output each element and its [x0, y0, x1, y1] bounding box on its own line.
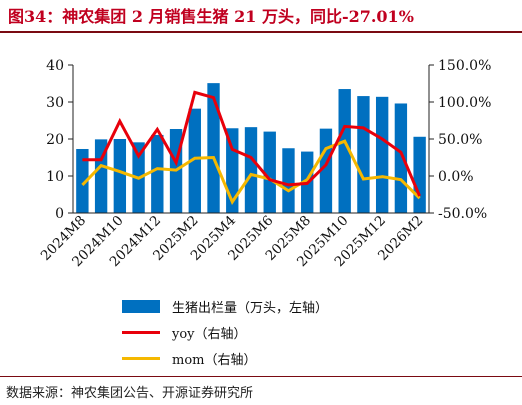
legend-label-yoy: yoy（右轴）	[172, 326, 247, 342]
right-tick-label: 150.0%	[438, 58, 491, 74]
bar-2024M10	[113, 139, 127, 213]
left-tick-label: 0	[55, 206, 64, 222]
yoy-line	[82, 90, 421, 197]
chart-title: 图34：神农集团 2 月销售生猪 21 万头，同比-27.01%	[8, 7, 414, 26]
legend-swatch-mom	[122, 356, 160, 360]
bar-2024M12	[151, 134, 164, 213]
right-tick-label: 50.0%	[438, 132, 482, 148]
bar-2025M12	[375, 96, 389, 213]
legend-label-mom: mom（右轴）	[172, 352, 257, 368]
bar-2025M6	[263, 131, 276, 213]
bar-2025M9	[319, 128, 333, 213]
bar-2025M10	[338, 89, 351, 213]
legend-item-mom: mom（右轴）	[122, 345, 328, 371]
source-divider	[0, 376, 522, 377]
legend: 生猪出栏量（万头，左轴） yoy（右轴） mom（右轴）	[122, 293, 328, 371]
left-tick-label: 40	[46, 58, 64, 74]
bar-2026M1	[394, 103, 408, 213]
legend-swatch-yoy	[122, 330, 160, 334]
legend-item-yoy: yoy（右轴）	[122, 319, 328, 345]
bar-2026M2	[413, 136, 426, 213]
bar-series	[76, 83, 426, 213]
right-tick-label: 100.0%	[438, 95, 491, 111]
legend-item-volume: 生猪出栏量（万头，左轴）	[122, 293, 328, 319]
title-divider	[0, 31, 522, 33]
left-tick-label: 20	[46, 132, 64, 148]
tick-labels: 010203040-50.0%0.0%50.0%100.0%150.0%2024…	[38, 58, 492, 270]
legend-swatch-volume	[122, 299, 160, 313]
bar-2025M7	[282, 148, 295, 213]
bar-2025M5	[244, 127, 258, 213]
right-tick-label: -50.0%	[438, 206, 487, 222]
bar-2025M2	[188, 108, 201, 213]
left-tick-label: 30	[46, 95, 64, 111]
right-tick-label: 0.0%	[438, 169, 474, 185]
legend-label-volume: 生猪出栏量（万头，左轴）	[172, 300, 329, 316]
axes	[68, 64, 434, 214]
source-note: 数据来源：神农集团公告、开源证券研究所	[6, 386, 254, 401]
bar-2024M8	[76, 148, 89, 213]
bar-2025M3	[207, 83, 220, 213]
bar-2024M9	[94, 139, 108, 213]
left-tick-label: 10	[46, 169, 64, 185]
bar-2025M11	[357, 96, 370, 213]
chart-svg: 010203040-50.0%0.0%50.0%100.0%150.0%2024…	[38, 58, 492, 270]
mom-line	[81, 139, 421, 206]
line-series	[81, 90, 421, 206]
